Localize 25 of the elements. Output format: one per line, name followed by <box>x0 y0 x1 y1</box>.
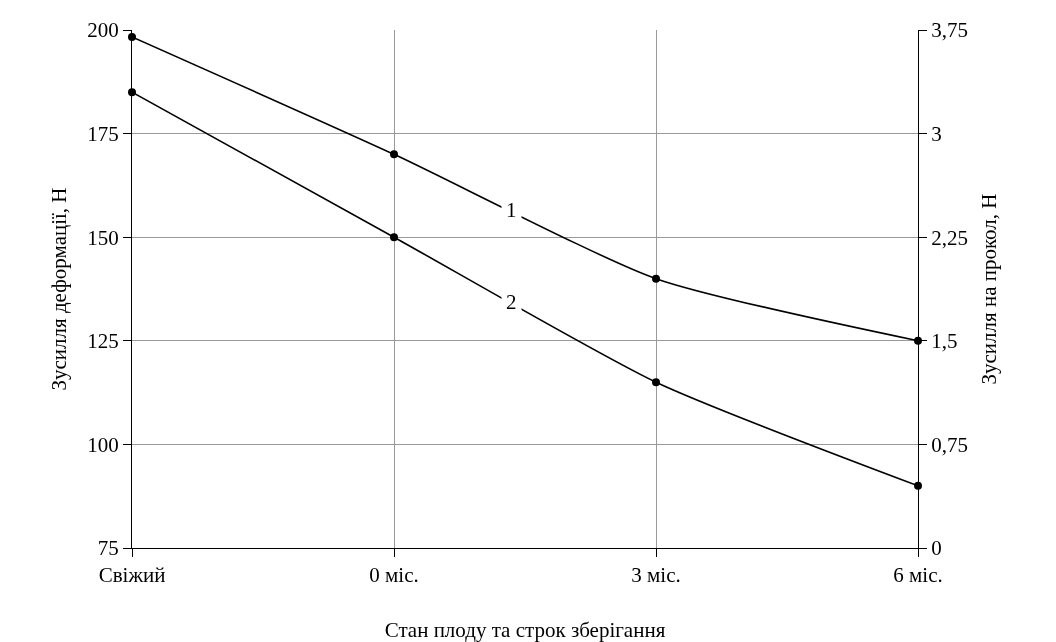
point <box>652 378 660 387</box>
y2-tick-label: 3 <box>931 121 942 146</box>
point <box>390 150 398 159</box>
y-tick-label: 150 <box>87 225 119 250</box>
point <box>390 233 398 242</box>
x-tick-label: 3 міс. <box>631 563 681 588</box>
y2-tick-label: 0,75 <box>931 432 968 457</box>
series-label: 2 <box>506 290 517 314</box>
x-tick-label: 0 міс. <box>369 563 419 588</box>
y2-tick-label: 1,5 <box>931 329 958 354</box>
x-tick-label: Свіжий <box>98 563 166 588</box>
y-tick-label: 200 <box>87 18 119 43</box>
y-tick-label: 75 <box>97 536 119 561</box>
y-tick-label: 125 <box>87 329 119 354</box>
y2-tick-label: 0 <box>931 536 942 561</box>
x-axis-title: Стан плоду та строк зберігання <box>384 618 666 642</box>
y2-tick-label: 3,75 <box>931 18 968 43</box>
y-tick-label: 100 <box>87 432 119 457</box>
y-tick-label: 175 <box>87 121 119 146</box>
y2-tick-label: 2,25 <box>931 225 968 250</box>
y2-axis-title: Зусилля на прокол, Н <box>977 193 1002 385</box>
y-axis-title: Зусилля деформації, Н <box>47 187 72 391</box>
series-label: 1 <box>506 198 517 222</box>
point <box>652 274 660 283</box>
x-tick-label: 6 міс. <box>893 563 943 588</box>
